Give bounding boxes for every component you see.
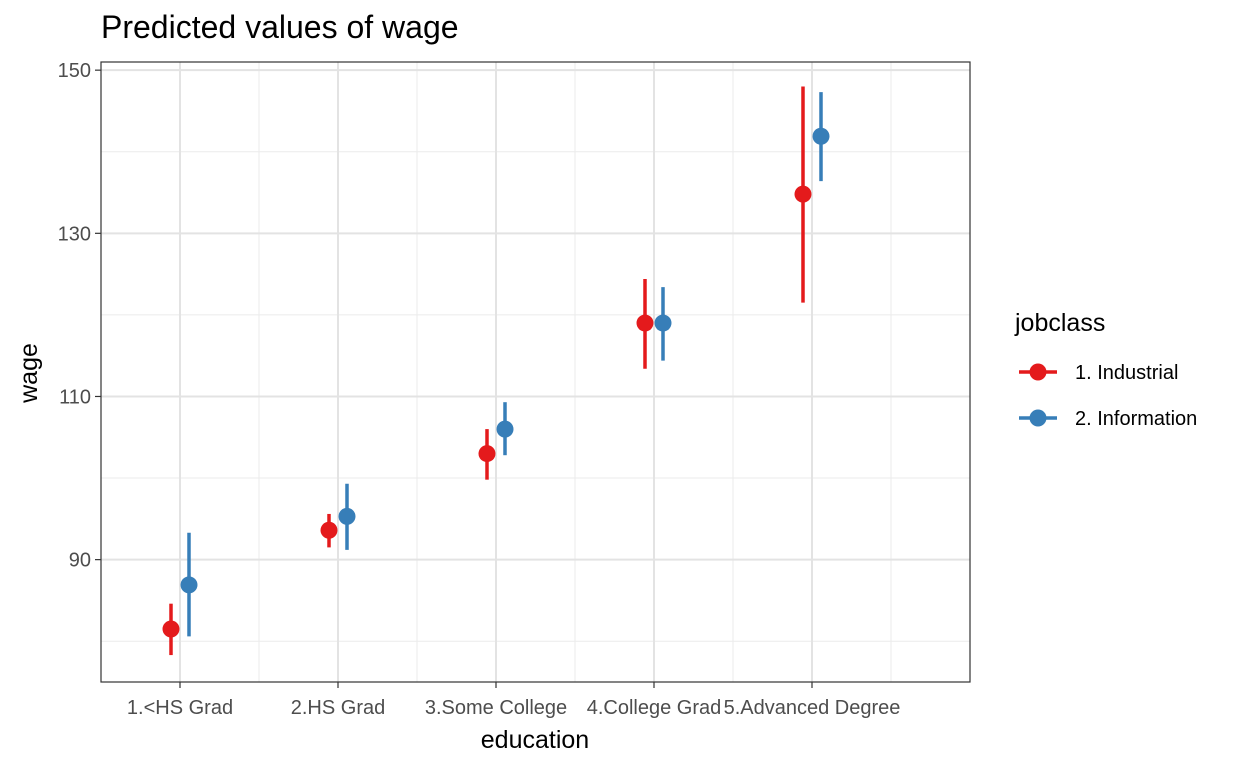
- y-tick-label: 90: [69, 550, 91, 572]
- x-tick-label: 3.Some College: [425, 697, 567, 719]
- data-point: [794, 185, 812, 203]
- plot-panel: [100, 61, 971, 683]
- data-point: [162, 620, 180, 638]
- data-point: [320, 521, 338, 539]
- legend-label: 1. Industrial: [1075, 362, 1178, 384]
- x-axis: 1.<HS Grad 2.HS Grad 3.Some College 4.Colle…: [127, 682, 900, 719]
- y-axis: 90 110 130 150: [58, 60, 101, 572]
- chart-title: Predicted values of wage: [101, 9, 459, 45]
- x-axis-title: education: [481, 726, 589, 754]
- data-point: [496, 420, 514, 438]
- legend-items: 1. Industrial 2. Information: [1019, 362, 1197, 430]
- y-axis-title: wage: [15, 343, 43, 404]
- data-point: [338, 507, 356, 525]
- data-point: [812, 127, 830, 145]
- legend-title: jobclass: [1014, 309, 1105, 337]
- y-tick-label: 150: [58, 60, 91, 82]
- data-point: [180, 576, 198, 594]
- data-point: [478, 445, 496, 463]
- grid-major: [101, 62, 970, 682]
- x-tick-label: 2.HS Grad: [291, 697, 385, 719]
- legend-key-point: [1029, 409, 1047, 427]
- grid-minor: [101, 62, 970, 682]
- y-tick-label: 130: [58, 223, 91, 245]
- data-point: [636, 314, 654, 332]
- panel-border: [100, 61, 971, 683]
- legend-label: 2. Information: [1075, 408, 1197, 430]
- legend: jobclass 1. Industrial 2. Information: [1014, 309, 1197, 430]
- data-point: [654, 314, 672, 332]
- legend-key-point: [1029, 363, 1047, 381]
- data-marks: [162, 86, 830, 656]
- x-tick-label: 5.Advanced Degree: [724, 697, 901, 719]
- y-tick-label: 110: [59, 386, 91, 408]
- x-tick-label: 4.College Grad: [587, 697, 722, 719]
- x-tick-label: 1.<HS Grad: [127, 697, 233, 719]
